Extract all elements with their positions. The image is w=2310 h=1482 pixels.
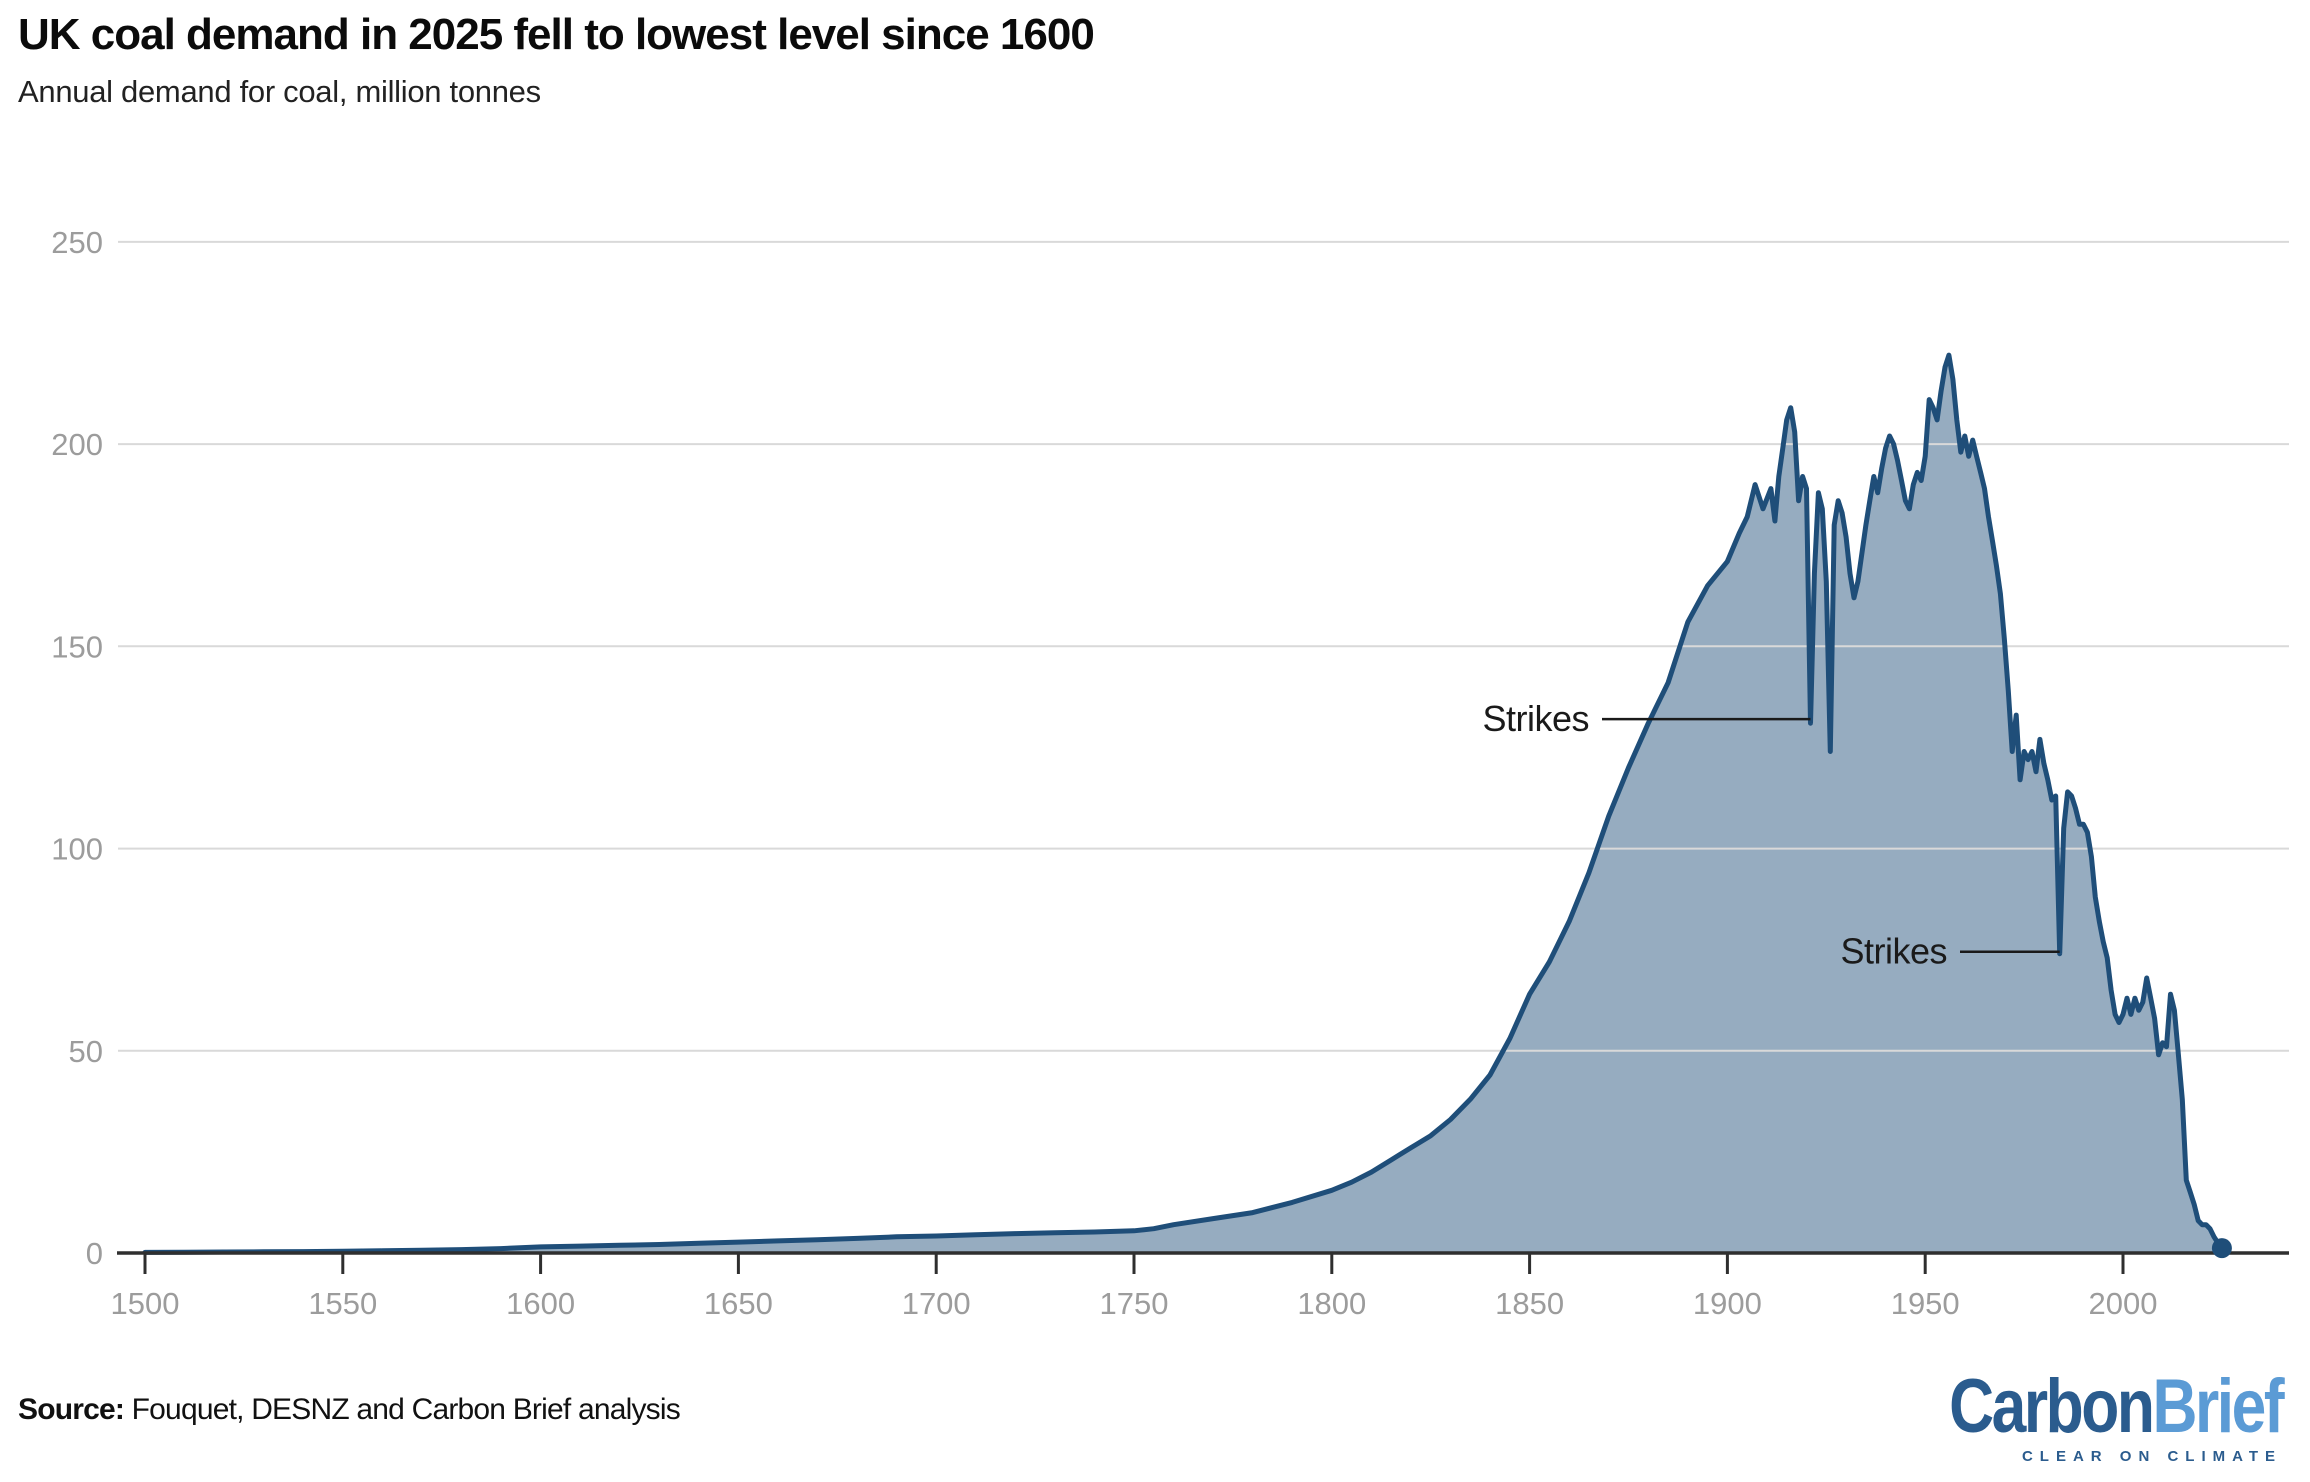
x-tick-label: 1850	[1495, 1286, 1564, 1321]
x-tick-label: 1700	[902, 1286, 971, 1321]
carbon-brief-logo: CarbonBrief CLEAR ON CLIMATE	[1876, 1369, 2285, 1466]
demand-area-fill	[145, 355, 2222, 1254]
y-tick-label: 0	[86, 1236, 103, 1271]
source-line: Source: Fouquet, DESNZ and Carbon Brief …	[18, 1393, 681, 1427]
y-tick-label: 150	[51, 629, 103, 664]
end-point-dot	[2211, 1238, 2232, 1259]
logo-tagline: CLEAR ON CLIMATE	[2021, 1448, 2282, 1465]
x-tick-label: 1950	[1891, 1286, 1960, 1321]
x-tick-label: 1800	[1297, 1286, 1366, 1321]
x-tick-label: 1650	[704, 1286, 773, 1321]
x-tick-label: 1900	[1693, 1286, 1762, 1321]
chart-title: UK coal demand in 2025 fell to lowest le…	[18, 10, 1095, 59]
annotation-label: Strikes	[1482, 698, 1589, 739]
y-tick-label: 250	[51, 225, 103, 260]
annotation-label: Strikes	[1840, 931, 1947, 972]
x-tick-label: 2000	[2089, 1286, 2158, 1321]
x-tick-label: 1750	[1100, 1286, 1169, 1321]
carbon-brief-wordmark: CarbonBrief	[1949, 1369, 2285, 1445]
x-tick-label: 1550	[308, 1286, 377, 1321]
logo-text-brief: Brief	[2152, 1364, 2284, 1449]
chart-subtitle: Annual demand for coal, million tonnes	[18, 74, 541, 109]
x-tick-label: 1600	[506, 1286, 575, 1321]
source-text: Fouquet, DESNZ and Carbon Brief analysis	[124, 1393, 681, 1426]
logo-text-carbon: Carbon	[1948, 1364, 2155, 1449]
y-tick-label: 200	[51, 427, 103, 462]
x-tick-label: 1500	[111, 1286, 180, 1321]
y-tick-label: 50	[69, 1034, 103, 1069]
y-tick-label: 100	[51, 832, 103, 867]
demand-line	[142, 352, 2225, 1255]
source-label: Source:	[18, 1393, 125, 1426]
